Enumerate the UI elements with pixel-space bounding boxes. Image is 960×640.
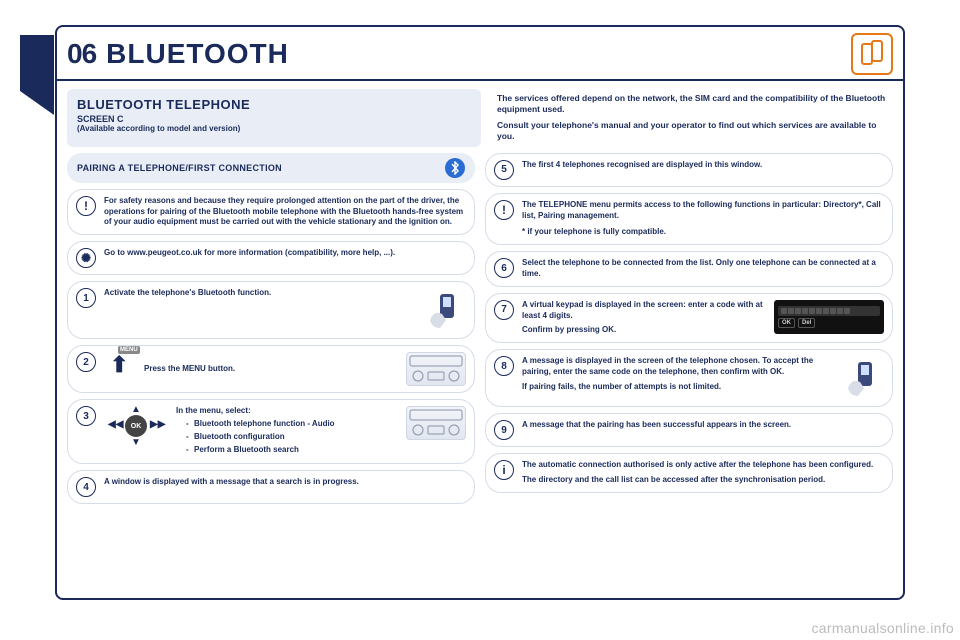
intro-note: (Available according to model and versio… xyxy=(77,124,471,133)
right-column: 5 The first 4 telephones recognised are … xyxy=(485,153,893,505)
warning-icon: ! xyxy=(76,196,96,216)
bullet-item: Bluetooth telephone function - Audio xyxy=(186,419,398,430)
step-number: 6 xyxy=(494,258,514,278)
warning-icon: ! xyxy=(494,200,514,220)
intro-sub: SCREEN C xyxy=(77,114,471,124)
bullet-item: Bluetooth configuration xyxy=(186,432,398,443)
step-4: 4 A window is displayed with a message t… xyxy=(67,470,475,504)
keypad-screen-icon: OKDel xyxy=(774,300,884,334)
step-number: 5 xyxy=(494,160,514,180)
step-text: In the menu, select: Bluetooth telephone… xyxy=(176,406,398,457)
step-text: Go to www.peugeot.co.uk for more informa… xyxy=(104,248,466,259)
step-number: 2 xyxy=(76,352,96,372)
columns: PAIRING A TELEPHONE/FIRST CONNECTION ! F… xyxy=(57,153,903,513)
step-3: 3 OK ▲▼◀◀▶▶ In the menu, select: Bluetoo… xyxy=(67,399,475,464)
step-text: A window is displayed with a message tha… xyxy=(104,477,466,488)
step-text: Activate the telephone's Bluetooth funct… xyxy=(104,288,414,299)
step-text: The automatic connection authorised is o… xyxy=(522,460,884,486)
watermark: carmanualsonline.info xyxy=(812,620,955,636)
step-1: 1 Activate the telephone's Bluetooth fun… xyxy=(67,281,475,339)
section-title: PAIRING A TELEPHONE/FIRST CONNECTION xyxy=(67,153,475,183)
phone-hand-icon xyxy=(422,288,466,332)
page-header: 06 BLUETOOTH xyxy=(57,27,903,81)
intro-heading: BLUETOOTH TELEPHONE xyxy=(77,97,471,112)
menu-button-icon: MENU ⬆ xyxy=(104,352,136,384)
step-6: 6 Select the telephone to be connected f… xyxy=(485,251,893,287)
step-9: 9 A message that the pairing has been su… xyxy=(485,413,893,447)
step-2: 2 MENU ⬆ Press the MENU button. xyxy=(67,345,475,393)
step-info-2: i The automatic connection authorised is… xyxy=(485,453,893,493)
step-number: 3 xyxy=(76,406,96,426)
section-title-text: PAIRING A TELEPHONE/FIRST CONNECTION xyxy=(77,163,282,173)
dpad-icon: OK ▲▼◀◀▶▶ xyxy=(104,406,168,446)
page-title: BLUETOOTH xyxy=(106,38,851,70)
phone-hand-icon xyxy=(840,356,884,400)
radio-panel-icon xyxy=(406,352,466,386)
step-number: 1 xyxy=(76,288,96,308)
step-warning: ! For safety reasons and because they re… xyxy=(67,189,475,235)
step-text: The first 4 telephones recognised are di… xyxy=(522,160,884,171)
step-text: The TELEPHONE menu permits access to the… xyxy=(522,200,884,238)
step-text: A message is displayed in the screen of … xyxy=(522,356,832,392)
step-info-1: ! The TELEPHONE menu permits access to t… xyxy=(485,193,893,245)
step-number: 4 xyxy=(76,477,96,497)
bluetooth-badge-icon xyxy=(851,33,893,75)
manual-page: 06 BLUETOOTH BLUETOOTH TELEPHONE SCREEN … xyxy=(55,25,905,600)
step-5: 5 The first 4 telephones recognised are … xyxy=(485,153,893,187)
radio-panel-icon xyxy=(406,406,466,440)
bullet-item: Perform a Bluetooth search xyxy=(186,445,398,456)
step-number: 8 xyxy=(494,356,514,376)
intro-right: The services offered depend on the netwo… xyxy=(495,89,893,147)
step-tip: ✺ Go to www.peugeot.co.uk for more infor… xyxy=(67,241,475,275)
chapter-number: 06 xyxy=(67,38,96,70)
step-8: 8 A message is displayed in the screen o… xyxy=(485,349,893,407)
intro-text-1: The services offered depend on the netwo… xyxy=(497,93,891,116)
intro-panel: BLUETOOTH TELEPHONE SCREEN C (Available … xyxy=(67,89,481,147)
step-number: 7 xyxy=(494,300,514,320)
intro-row: BLUETOOTH TELEPHONE SCREEN C (Available … xyxy=(57,81,903,153)
side-tab xyxy=(20,35,54,115)
step-text: Select the telephone to be connected fro… xyxy=(522,258,884,280)
step-number: 9 xyxy=(494,420,514,440)
bluetooth-icon xyxy=(445,158,465,178)
info-icon: i xyxy=(494,460,514,480)
step-text: A message that the pairing has been succ… xyxy=(522,420,884,431)
intro-text-2: Consult your telephone's manual and your… xyxy=(497,120,891,143)
step-text: Press the MENU button. xyxy=(144,364,398,375)
step-text: A virtual keypad is displayed in the scr… xyxy=(522,300,766,336)
tip-icon: ✺ xyxy=(76,248,96,268)
left-column: PAIRING A TELEPHONE/FIRST CONNECTION ! F… xyxy=(67,153,475,505)
step-text: For safety reasons and because they requ… xyxy=(104,196,466,228)
step-7: 7 A virtual keypad is displayed in the s… xyxy=(485,293,893,343)
